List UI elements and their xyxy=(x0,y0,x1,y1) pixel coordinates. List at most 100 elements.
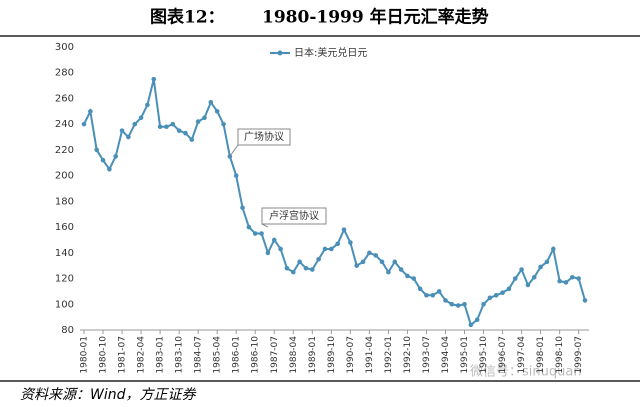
x-tick-label: 1983-01 xyxy=(156,336,166,374)
point xyxy=(145,102,150,108)
annotation-leader xyxy=(229,144,239,157)
point xyxy=(493,292,499,298)
x-tick-label: 1980-10 xyxy=(99,336,109,374)
x-tick-label: 1998-01 xyxy=(536,336,546,374)
legend-marker xyxy=(277,50,283,56)
point xyxy=(436,289,442,294)
point xyxy=(474,317,480,323)
x-tick-label: 1989-10 xyxy=(327,336,337,374)
y-tick-label: 100 xyxy=(55,299,74,310)
point xyxy=(462,301,467,307)
x-tick-label: 1992-01 xyxy=(384,336,394,374)
point xyxy=(157,124,163,130)
point xyxy=(506,286,512,292)
point xyxy=(310,267,315,272)
point xyxy=(468,322,474,328)
point xyxy=(443,298,448,303)
point xyxy=(500,290,505,295)
x-tick-label: 1997-04 xyxy=(517,336,527,374)
point xyxy=(570,274,575,280)
point xyxy=(151,76,157,82)
point xyxy=(126,134,131,140)
watermark: 微信号：sinuquan xyxy=(470,365,582,380)
point xyxy=(170,121,176,127)
x-tick-label: 1992-10 xyxy=(403,336,413,374)
point xyxy=(316,256,321,262)
point xyxy=(360,259,366,265)
point xyxy=(303,265,309,271)
y-tick-label: 160 xyxy=(55,222,74,233)
y-tick-label: 220 xyxy=(55,145,74,156)
point xyxy=(411,276,417,281)
point xyxy=(214,109,220,114)
x-tick-label: 1980-01 xyxy=(80,336,90,374)
point xyxy=(208,100,214,105)
point xyxy=(246,224,252,230)
point xyxy=(100,157,106,163)
chart-title: 1980-1999 年日元汇率走势 xyxy=(262,7,489,28)
x-tick-label: 1983-10 xyxy=(175,336,185,374)
point xyxy=(576,276,581,281)
point xyxy=(525,282,531,288)
annotation-box xyxy=(261,207,327,225)
point xyxy=(240,205,245,211)
point xyxy=(550,246,556,252)
x-tick-label: 1985-04 xyxy=(213,336,223,374)
point xyxy=(233,173,239,178)
point xyxy=(284,265,290,271)
x-tick-label: 1995-01 xyxy=(460,336,470,374)
point xyxy=(297,259,302,265)
point xyxy=(176,128,182,133)
point xyxy=(430,292,436,298)
point xyxy=(519,267,524,272)
y-tick-label: 260 xyxy=(55,93,74,104)
y-tick-label: 200 xyxy=(55,171,74,182)
point xyxy=(113,154,119,159)
point xyxy=(373,253,379,258)
annotation: 广场协议 xyxy=(244,130,284,143)
x-tick-label: 1981-07 xyxy=(118,336,128,374)
x-tick-label: 1994-04 xyxy=(441,336,451,374)
x-tick-label: 1991-04 xyxy=(365,336,375,374)
title-label: 图表12： xyxy=(150,7,225,28)
point xyxy=(512,276,518,281)
point xyxy=(405,273,410,279)
point xyxy=(252,231,258,236)
y-tick-label: 120 xyxy=(55,274,74,285)
point xyxy=(259,231,264,236)
annotation: 卢浮宫协议 xyxy=(269,209,319,222)
y-tick-label: 140 xyxy=(55,248,74,259)
point xyxy=(119,128,125,133)
source: 资料来源：Wind，方正证券 xyxy=(20,387,196,403)
point xyxy=(290,269,296,275)
point xyxy=(367,250,372,256)
point xyxy=(392,259,398,265)
point xyxy=(189,137,195,142)
x-tick-label: 1999-07 xyxy=(574,336,584,374)
point xyxy=(202,115,207,121)
point xyxy=(94,147,99,153)
point xyxy=(531,274,537,280)
y-tick-label: 300 xyxy=(55,42,74,53)
x-tick-label: 1990-07 xyxy=(346,336,356,374)
y-tick-label: 280 xyxy=(55,68,74,79)
point xyxy=(424,292,429,298)
point xyxy=(138,115,144,121)
point xyxy=(221,121,226,127)
point xyxy=(271,237,277,243)
point xyxy=(544,259,550,265)
point xyxy=(195,119,201,124)
point xyxy=(417,286,423,292)
point xyxy=(265,250,271,256)
y-tick-label: 180 xyxy=(55,196,74,207)
point xyxy=(335,241,340,247)
point xyxy=(278,246,283,252)
point xyxy=(354,263,359,268)
y-tick-label: 80 xyxy=(61,325,74,336)
point xyxy=(386,269,391,275)
point xyxy=(132,121,138,127)
x-tick-label: 1986-01 xyxy=(232,336,242,374)
point xyxy=(538,264,543,270)
x-tick-label: 1998-10 xyxy=(555,336,565,374)
